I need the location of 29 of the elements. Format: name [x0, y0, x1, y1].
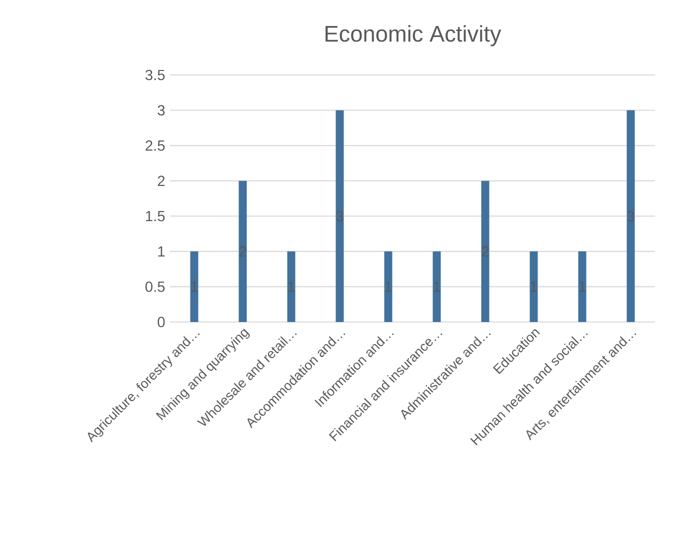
y-tick-label: 0	[158, 316, 165, 328]
bar	[384, 251, 392, 322]
y-tick-label: 0.5	[145, 282, 165, 292]
y-tick-label: 3	[158, 105, 165, 116]
data-label: 3	[627, 210, 634, 222]
bar	[238, 180, 247, 322]
bar	[626, 110, 635, 322]
data-label: 2	[239, 246, 246, 257]
y-tick-label: 1.5	[146, 211, 165, 222]
bar	[336, 110, 344, 322]
data-label: 1	[191, 282, 198, 292]
y-tick-label: 2.5	[146, 140, 165, 151]
data-label: 1	[579, 282, 586, 292]
data-label: 3	[336, 210, 344, 222]
bar	[530, 251, 538, 322]
y-tick-label: 3.5	[145, 70, 165, 80]
data-label: 1	[530, 282, 538, 292]
bar	[287, 251, 296, 322]
y-tick-label: 2	[158, 176, 165, 186]
bar	[481, 180, 490, 322]
data-label: 1	[385, 282, 392, 292]
bar	[190, 251, 198, 322]
chart-title: Economic Activity	[326, 25, 502, 46]
data-label: 1	[288, 282, 295, 292]
data-label: 2	[482, 246, 489, 257]
y-tick-label: 1	[158, 246, 165, 256]
bar	[578, 251, 586, 322]
data-label: 1	[434, 282, 440, 292]
bar	[432, 251, 441, 322]
